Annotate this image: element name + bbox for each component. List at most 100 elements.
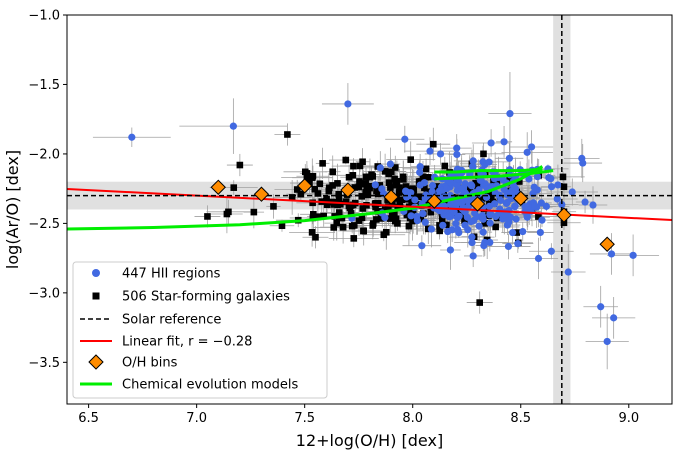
hii-point	[473, 213, 481, 221]
hii-point	[386, 160, 394, 168]
legend-label-hii: 447 HII regions	[122, 267, 221, 282]
sfg-point	[394, 204, 402, 211]
sfg-point	[402, 183, 410, 190]
sfg-point	[389, 200, 396, 208]
hii-point	[509, 228, 517, 237]
chemical-evolution-model-high-1	[434, 167, 543, 174]
sfg-point	[366, 184, 373, 192]
y-tick-label: −2.5	[28, 217, 60, 232]
hii-point	[444, 227, 452, 236]
sfg-point	[308, 229, 316, 236]
sfg-point	[312, 233, 319, 241]
legend-label-solar: Solar reference	[122, 313, 221, 328]
sfg-point	[345, 173, 353, 181]
hii-point	[427, 225, 436, 233]
sfg-point	[316, 180, 324, 188]
hii-point	[589, 201, 597, 209]
hii-point	[468, 233, 476, 241]
hii-point	[443, 185, 451, 193]
sfg-point	[425, 173, 432, 181]
sfg-point	[381, 168, 389, 175]
oh-bin-marker	[556, 207, 572, 223]
sfg-point	[334, 201, 341, 209]
oh-bin-marker	[513, 190, 529, 207]
hii-point	[461, 189, 469, 197]
hii-point	[445, 213, 453, 221]
hii-point	[453, 182, 461, 190]
sfg-point	[311, 185, 319, 193]
sfg-point	[303, 174, 311, 181]
chemical-evolution-model-low	[67, 165, 544, 231]
sfg-point	[362, 180, 369, 187]
hii-point	[463, 213, 472, 221]
sfg-point	[355, 183, 363, 191]
sfg-point	[270, 203, 277, 210]
sfg-point	[334, 180, 341, 187]
sfg-point	[204, 213, 211, 220]
hii-point	[505, 154, 514, 162]
sfg-point	[342, 198, 350, 205]
hii-point	[558, 200, 566, 209]
sfg-point	[310, 211, 317, 218]
sfg-point	[293, 186, 301, 193]
hii-point	[607, 250, 616, 258]
hii-point	[403, 188, 412, 196]
hii-point	[485, 158, 493, 166]
hii-point	[421, 194, 429, 203]
hii-point	[454, 198, 462, 207]
hii-point	[629, 251, 637, 259]
hii-point	[487, 139, 495, 147]
hii-point	[453, 214, 461, 222]
sfg-point	[391, 217, 399, 225]
sfg-point	[350, 235, 358, 242]
sfg-point	[309, 214, 317, 222]
hii-point	[533, 173, 542, 181]
sfg-point	[230, 184, 238, 191]
sfg-point	[309, 199, 316, 207]
hii-point	[229, 122, 237, 130]
hii-point	[490, 200, 499, 208]
x-tick-label: 8.0	[402, 411, 423, 426]
hii-point	[538, 216, 546, 224]
sfg-point	[314, 213, 322, 220]
y-tick-label: −2.0	[28, 147, 60, 162]
hii-point	[486, 238, 494, 246]
sfg-point	[333, 219, 341, 227]
sfg-point	[345, 202, 353, 210]
sfg-point	[250, 208, 258, 216]
hii-point	[579, 159, 587, 167]
legend-label-fit: Linear fit, r = −0.28	[122, 335, 252, 350]
sfg-point	[480, 150, 487, 158]
x-tick-label: 6.5	[78, 411, 99, 426]
sfg-point	[329, 182, 336, 189]
sfg-point	[359, 205, 367, 212]
hii-point	[610, 314, 618, 322]
sfg-point	[476, 299, 483, 306]
sfg-point	[323, 201, 331, 209]
oh-bin-marker	[210, 179, 226, 195]
sfg-point	[506, 175, 514, 183]
legend-label-sfg: 506 Star-forming galaxies	[122, 290, 290, 305]
oh-bin-marker	[296, 178, 313, 194]
hii-point	[128, 133, 136, 141]
hii-point	[416, 163, 424, 171]
hii-point	[428, 188, 436, 196]
y-tick-label: −3.5	[28, 356, 60, 371]
hii-point	[506, 110, 514, 118]
hii-point	[554, 181, 562, 189]
sfg-point	[330, 224, 338, 231]
sfg-point	[560, 183, 568, 191]
sfg-point	[351, 184, 359, 191]
sfg-point	[433, 183, 441, 190]
sfg-point	[339, 223, 347, 231]
hii-point	[416, 181, 424, 189]
sfg-point	[535, 213, 542, 220]
hii-point	[486, 210, 495, 218]
plot-frame	[66, 14, 673, 405]
sfg-point	[358, 193, 366, 200]
hii-point	[507, 194, 515, 203]
hii-point	[469, 157, 477, 165]
legend-label-models: Chemical evolution models	[122, 378, 298, 393]
sfg-point	[350, 162, 357, 170]
